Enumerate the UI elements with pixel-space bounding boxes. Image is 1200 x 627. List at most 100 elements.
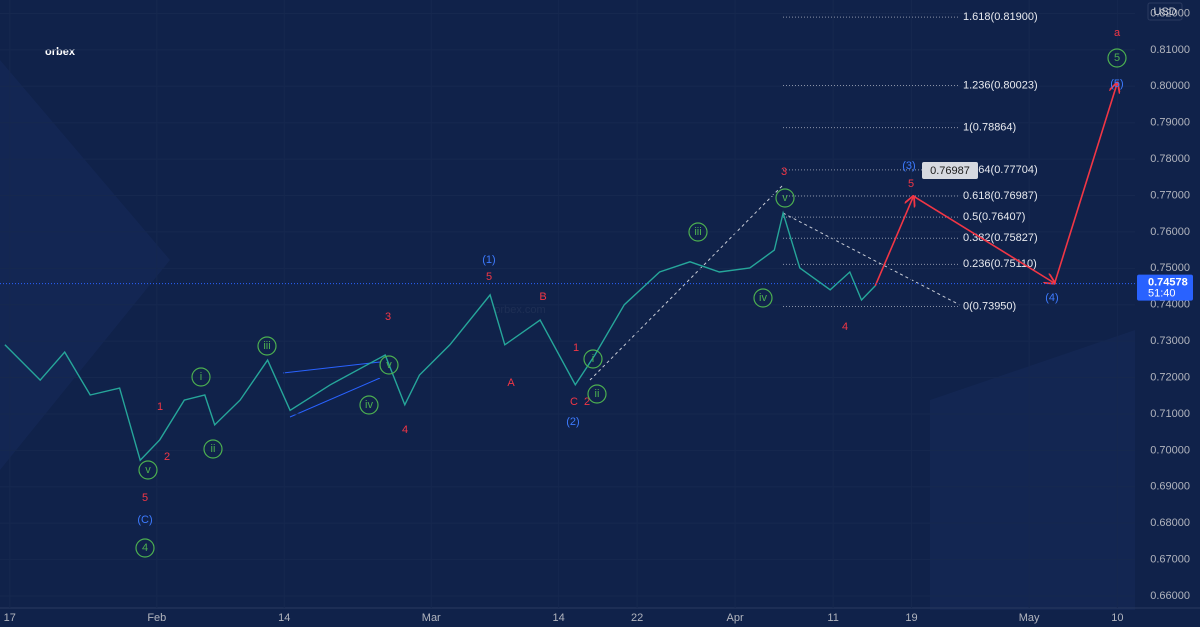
wave-label: v: [145, 464, 151, 476]
y-tick-label: 0.77000: [1150, 189, 1190, 201]
wave-label: (5): [1110, 78, 1123, 90]
fib-label: 1.618(0.81900): [963, 11, 1038, 23]
wave-label: 4: [142, 542, 148, 554]
logo: orbex: [45, 46, 76, 58]
wave-circle: [191, 367, 211, 387]
wave-label: ii: [595, 388, 600, 400]
wave-circle: [379, 355, 399, 375]
wave-label: ii: [211, 443, 216, 455]
wave-label: v: [386, 359, 392, 371]
y-tick-label: 0.78000: [1150, 153, 1190, 165]
wave-label: iv: [365, 399, 373, 411]
y-tick-label: 0.67000: [1150, 553, 1190, 565]
wave-label: 2: [584, 396, 590, 408]
fib-label: 0.382(0.75827): [963, 232, 1038, 244]
price-line: [4, 210, 876, 462]
projection-arrow: [913, 195, 1054, 283]
triangle-line: [289, 377, 381, 418]
y-tick-label: 0.76000: [1150, 226, 1190, 238]
x-tick-label: Apr: [727, 612, 744, 624]
callout-box: [922, 161, 978, 179]
wave-circle: [1107, 48, 1127, 68]
wave-label: (C): [137, 514, 152, 526]
fib-label: 0.764(0.77704): [963, 164, 1038, 176]
trend-dash: [589, 184, 784, 381]
wave-circle: [688, 222, 708, 242]
price-axis: [1135, 0, 1200, 608]
wave-label: 5: [908, 178, 914, 190]
wave-label: v: [782, 192, 788, 204]
y-tick-label: 0.71000: [1150, 408, 1190, 420]
y-tick-label: 0.66000: [1150, 590, 1190, 602]
y-tick-label: 0.74000: [1150, 299, 1190, 311]
wave-label: 4: [842, 321, 848, 333]
y-tick-label: 0.81000: [1150, 44, 1190, 56]
triangle-line: [282, 361, 381, 374]
wave-label: 1: [157, 401, 163, 413]
y-tick-label: 0.72000: [1150, 371, 1190, 383]
fib-label: 0.618(0.76987): [963, 190, 1038, 202]
x-tick-label: 22: [631, 612, 643, 624]
wave-label: iii: [694, 226, 701, 238]
y-tick-label: 0.75000: [1150, 262, 1190, 274]
y-tick-label: 0.79000: [1150, 117, 1190, 129]
wave-label: B: [539, 291, 546, 303]
watermark: orbex.com: [494, 304, 545, 316]
wave-label: 5: [142, 492, 148, 504]
currency-box: [1147, 2, 1183, 21]
decor-shape: [0, 60, 170, 470]
wave-circle: [583, 349, 603, 369]
wave-label: 3: [385, 311, 391, 323]
y-tick-label: 0.80000: [1150, 80, 1190, 92]
wave-label: (1): [482, 254, 495, 266]
wave-label: 2: [164, 451, 170, 463]
fib-label: 1(0.78864): [963, 122, 1016, 134]
wave-circle: [138, 460, 158, 480]
wave-label: (2): [566, 416, 579, 428]
wave-label: 1: [573, 342, 579, 354]
last-price-tag: [1137, 274, 1193, 301]
wave-circle: [753, 288, 773, 308]
wave-label: a: [1114, 27, 1121, 39]
projection-arrow: [1053, 83, 1118, 284]
countdown: 51:40: [1148, 288, 1176, 300]
x-tick-label: 14: [278, 612, 290, 624]
y-tick-label: 0.82000: [1150, 7, 1190, 19]
last-price: 0.74578: [1148, 277, 1188, 289]
fib-label: 0.5(0.76407): [963, 211, 1025, 223]
callout-label: 0.76987: [930, 165, 970, 177]
wave-circle: [135, 538, 155, 558]
wave-label: iv: [759, 292, 767, 304]
x-tick-label: Feb: [147, 612, 166, 624]
wave-label: (4): [1045, 292, 1058, 304]
wave-label: 3: [781, 166, 787, 178]
x-tick-label: Mar: [422, 612, 441, 624]
wave-label: A: [507, 377, 515, 389]
wave-circle: [587, 384, 607, 404]
x-tick-label: 14: [553, 612, 565, 624]
wave-label: 4: [402, 424, 408, 436]
wave-circle: [775, 188, 795, 208]
projection-arrow: [874, 196, 913, 287]
x-tick-label: 11: [827, 612, 838, 624]
fib-label: 1.236(0.80023): [963, 79, 1038, 91]
wave-label: 5: [486, 271, 492, 283]
wave-label: 5: [1114, 52, 1120, 64]
x-tick-label: 19: [905, 612, 917, 624]
decor-shape: [930, 330, 1135, 610]
wave-circle: [359, 395, 379, 415]
wave-label: i: [200, 371, 202, 383]
y-tick-label: 0.69000: [1150, 481, 1190, 493]
wave-label: C: [570, 396, 578, 408]
x-tick-label: 17: [4, 612, 16, 624]
wave-label: iii: [263, 340, 270, 352]
fib-label: 0.236(0.75110): [963, 258, 1037, 270]
y-tick-label: 0.70000: [1150, 444, 1190, 456]
fib-label: 0(0.73950): [963, 300, 1016, 312]
wave-circle: [257, 336, 277, 356]
wave-label: (3): [902, 160, 915, 172]
y-tick-label: 0.73000: [1150, 335, 1190, 347]
wave-circle: [203, 439, 223, 459]
x-tick-label: May: [1019, 612, 1040, 624]
